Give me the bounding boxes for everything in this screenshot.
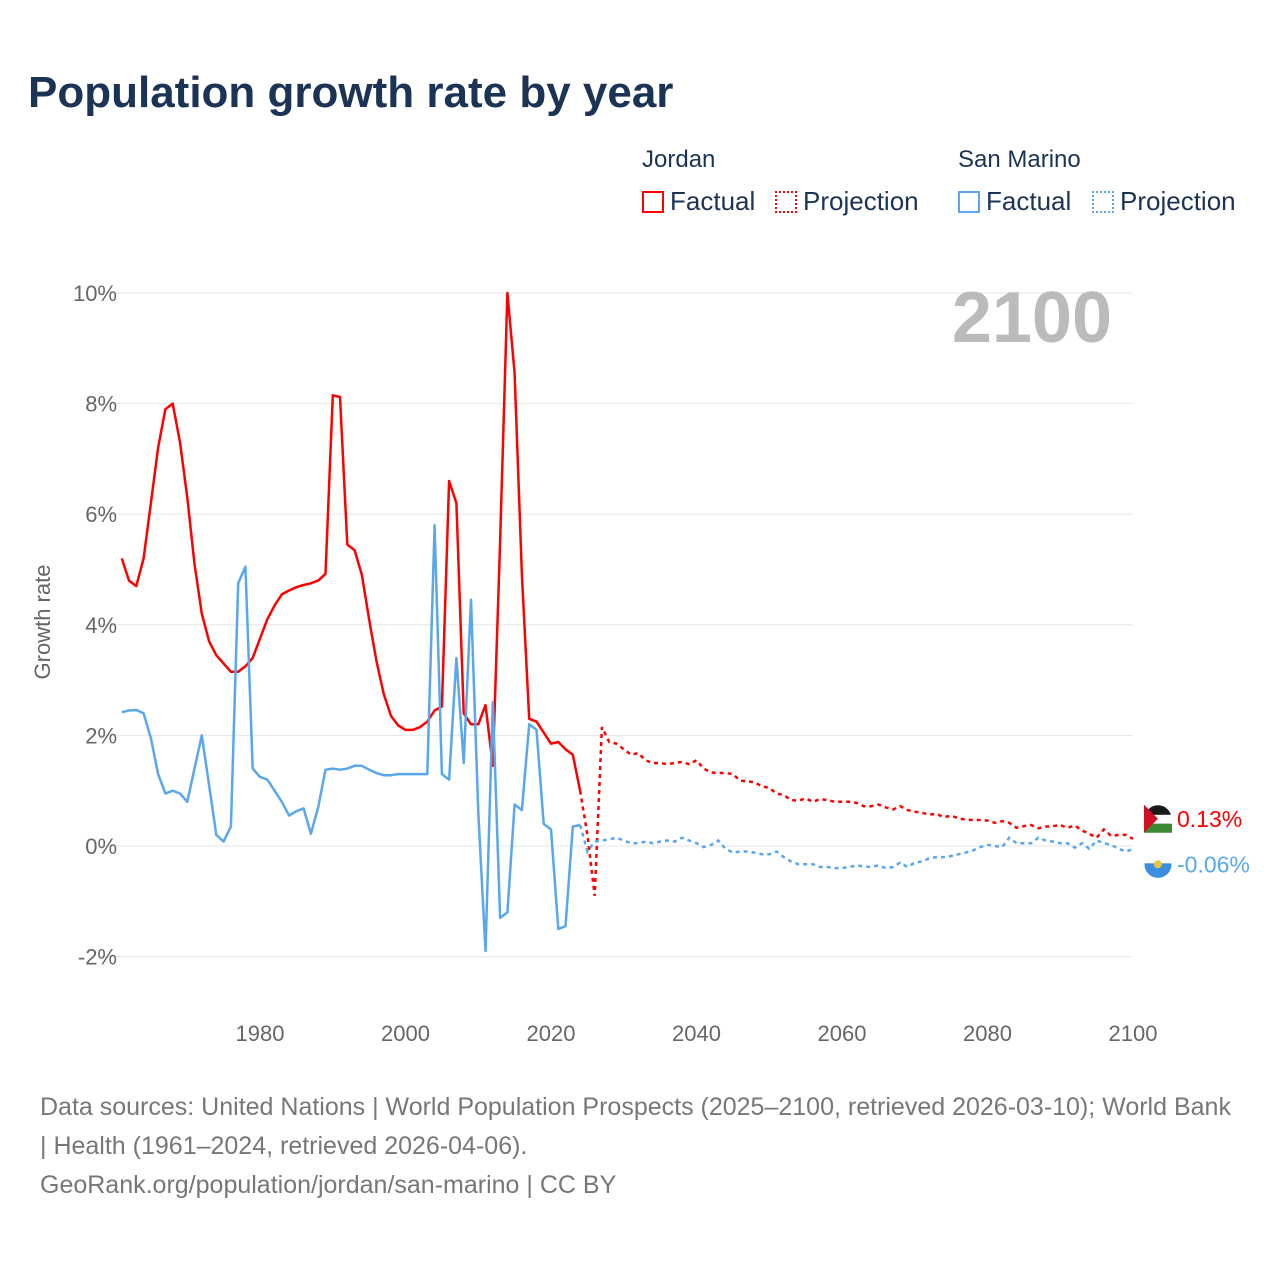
- end-value-label: -0.06%: [1177, 851, 1250, 877]
- x-tick-label: 2020: [527, 1021, 576, 1046]
- projection-line-san-marino: [578, 824, 1134, 870]
- y-tick-label: 6%: [85, 502, 117, 527]
- x-tick-label: 2000: [381, 1021, 430, 1046]
- flag-stripe: [1144, 850, 1172, 864]
- data-sources: Data sources: United Nations | World Pop…: [40, 1093, 1231, 1160]
- y-axis-label: Growth rate: [30, 565, 55, 680]
- flag-stripe: [1144, 823, 1172, 833]
- legend-jordan-factual[interactable]: Factual: [642, 186, 755, 217]
- legend-san-marino-factual[interactable]: Factual: [958, 186, 1071, 217]
- x-tick-label: 2060: [818, 1021, 867, 1046]
- y-tick-label: 8%: [85, 392, 117, 417]
- legend-title-san-marino: San Marino: [958, 146, 1081, 173]
- x-tick-label: 2100: [1109, 1021, 1158, 1046]
- flag-emblem: [1154, 860, 1162, 869]
- legend-label: Projection: [803, 186, 919, 216]
- swatch-solid-icon: [958, 190, 980, 213]
- y-tick-label: 0%: [85, 834, 117, 859]
- year-label: 2100: [952, 278, 1112, 358]
- footer: Data sources: United Nations | World Pop…: [40, 1088, 1240, 1205]
- x-tick-label: 2080: [963, 1021, 1012, 1046]
- x-tick-label: 2040: [672, 1021, 721, 1046]
- swatch-dotted-icon: [1092, 190, 1114, 213]
- page-title: Population growth rate by year: [28, 68, 674, 117]
- y-tick-label: -2%: [78, 945, 117, 970]
- end-value-label: 0.13%: [1177, 806, 1242, 832]
- factual-line-jordan: [120, 291, 582, 791]
- legend-title-jordan: Jordan: [642, 146, 716, 173]
- flag-triangle: [1144, 804, 1158, 833]
- swatch-dotted-icon: [775, 190, 797, 213]
- legend-san-marino-projection[interactable]: Projection: [1092, 186, 1236, 217]
- legend-jordan-projection[interactable]: Projection: [775, 186, 919, 217]
- y-tick-label: 2%: [85, 723, 117, 748]
- factual-line-san-marino: [121, 524, 581, 953]
- legend-label: Factual: [670, 186, 756, 216]
- source-link[interactable]: GeoRank.org/population/jordan/san-marino…: [40, 1171, 617, 1199]
- swatch-solid-icon: [642, 190, 664, 213]
- legend-label: Factual: [986, 186, 1072, 216]
- legend-label: Projection: [1120, 186, 1236, 216]
- y-tick-label: 4%: [85, 613, 117, 638]
- flag-stripe: [1144, 814, 1172, 824]
- y-tick-label: 10%: [73, 281, 117, 306]
- x-tick-label: 1980: [236, 1021, 285, 1046]
- projection-line-jordan: [578, 726, 1134, 896]
